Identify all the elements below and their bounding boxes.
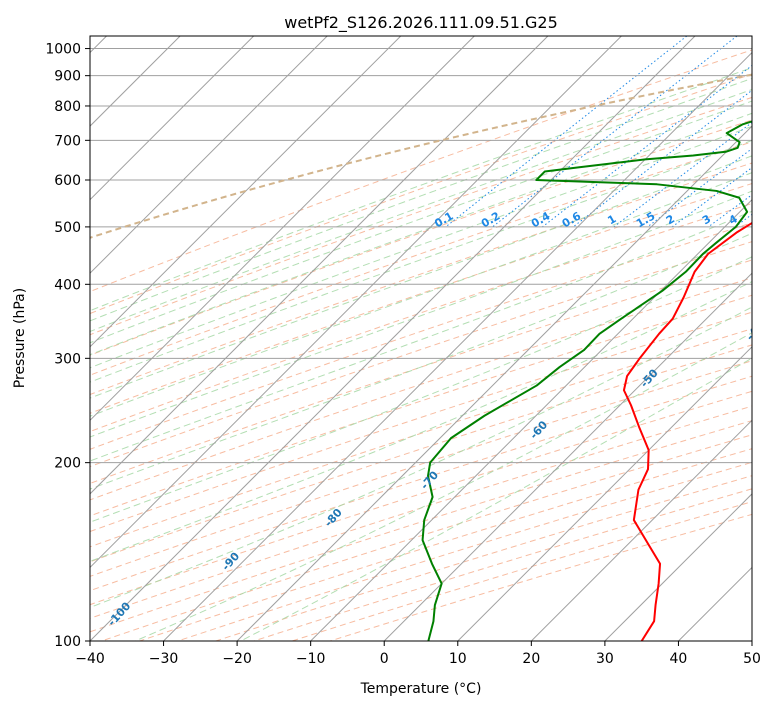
moist-adiabat-line [90,67,752,312]
profile-series [421,120,752,641]
dry-adiabat-line [90,277,752,501]
y-tick-label: 800 [54,99,81,115]
isotherm-line [236,125,752,641]
x-tick-label: 40 [670,651,688,667]
dry-adiabat-line [90,141,752,376]
x-tick-label: −30 [149,651,179,667]
y-tick-label: 1000 [45,42,81,58]
y-tick-label: 500 [54,220,81,236]
moist-adiabat-line [135,332,752,641]
dry-adiabat-line [90,241,752,468]
x-tick-label: 30 [596,651,614,667]
dry-adiabat-line [90,375,752,592]
isotherm-line [90,36,402,348]
wet-bulb-zero-line [90,73,752,239]
y-tick-label: 100 [54,634,81,650]
moist-adiabat-line [90,256,752,523]
pressure-gridlines [90,48,752,641]
dry-adiabat-line [90,96,752,336]
isotherm-line [383,272,752,641]
x-tick-label: 20 [522,651,540,667]
mixing-ratio-line [671,166,752,228]
x-axis: −40 −30 −20 −10 0 10 20 30 40 50 [75,641,761,667]
moist-adiabat-line [90,139,752,383]
isotherm-line [90,36,328,274]
x-tick-label: −20 [222,651,252,667]
x-axis-label: Temperature (°C) [360,681,482,697]
mixing-ratio-line [542,64,752,228]
y-tick-label: 600 [54,173,81,189]
isotherm-label: -40 [744,319,767,343]
dry-adiabat-line [90,73,752,315]
moist-adiabat-line [90,125,752,369]
dry-adiabat-line [90,183,752,414]
dewpoint-line [421,120,752,641]
isotherm-line [163,51,752,641]
x-tick-label: −40 [75,651,105,667]
isotherm-line [310,198,752,641]
moist-adiabat-line [90,281,752,562]
x-tick-label: 50 [743,651,761,667]
moist-adiabat-line [90,88,752,333]
plot-background [90,36,752,641]
y-axis-label: Pressure (hPa) [12,288,28,388]
isotherm-line [90,36,255,201]
y-tick-label: 300 [54,351,81,367]
moist-adiabat-line [90,112,752,356]
mixing-ratio-line [572,89,752,228]
isotherms [90,36,752,641]
plot-area: 0.10.20.40.611.52346810131620253036-100-… [90,36,767,641]
x-tick-label: 0 [380,651,389,667]
x-tick-label: −10 [296,651,326,667]
y-tick-label: 200 [54,456,81,472]
y-axis: 1000 900 800 700 600 500 400 300 200 100 [45,42,90,650]
isotherm-line [90,36,622,569]
dry-adiabat-line [90,49,752,293]
isotherm-line [90,36,475,422]
x-tick-label: 10 [449,651,467,667]
isotherm-line [604,493,752,641]
isotherm-line [457,346,752,641]
moist-adiabats [90,67,752,641]
dry-adiabat-line [90,222,752,450]
moist-adiabat-line [90,172,752,417]
dry-adiabat-line [90,328,752,548]
y-tick-label: 900 [54,69,81,85]
temperature-line [622,221,752,641]
isotherm-line [90,36,696,641]
y-tick-label: 400 [54,277,81,293]
wet-bulb-zero-line [90,73,752,239]
y-tick-label: 700 [54,133,81,149]
moist-adiabat-line [90,77,752,322]
isotherm-line [530,419,752,641]
dry-adiabat-line [90,162,752,396]
isotherm-line [90,36,549,495]
plot-frame [89,35,753,642]
chart-title: wetPf2_S126.2026.111.09.51.G25 [284,13,558,33]
moist-adiabat-line [90,100,752,344]
